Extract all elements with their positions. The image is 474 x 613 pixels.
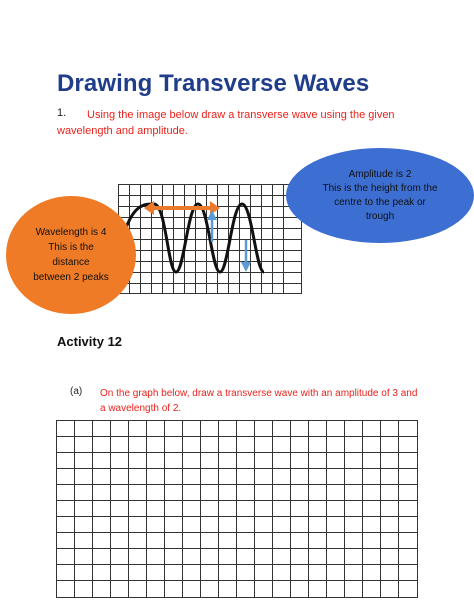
diagram-grid [118,184,302,294]
wavelength-callout-line: between 2 peaks [33,272,109,283]
amplitude-arrow-up [207,210,217,242]
amplitude-callout-line: centre to the peak or [334,196,426,208]
amplitude-arrow-down [241,240,251,272]
blank-answer-grid[interactable] [56,420,418,598]
wavelength-callout: Wavelength is 4 This is the distance bet… [6,196,136,314]
example-wave-diagram [118,184,302,294]
wavelength-callout-line: Wavelength is 4 [35,227,107,238]
activity-heading: Activity 12 [57,334,123,349]
amplitude-callout-line: trough [365,210,395,222]
question-text: Using the image below draw a transverse … [57,109,395,137]
wavelength-callout-line: distance [52,257,90,268]
amplitude-callout: Amplitude is 2 This is the height from t… [286,148,474,243]
amplitude-callout-line: This is the height from the [322,182,438,194]
wavelength-callout-line: This is the [48,242,94,253]
question-number: 1. [57,107,67,119]
page-title: Drawing Transverse Waves [57,70,370,97]
amplitude-callout-line: Amplitude is 2 [348,168,412,180]
part-label: (a) [70,386,83,397]
example-sine-wave [124,202,266,274]
part-instructions: On the graph below, draw a transverse wa… [100,388,418,414]
